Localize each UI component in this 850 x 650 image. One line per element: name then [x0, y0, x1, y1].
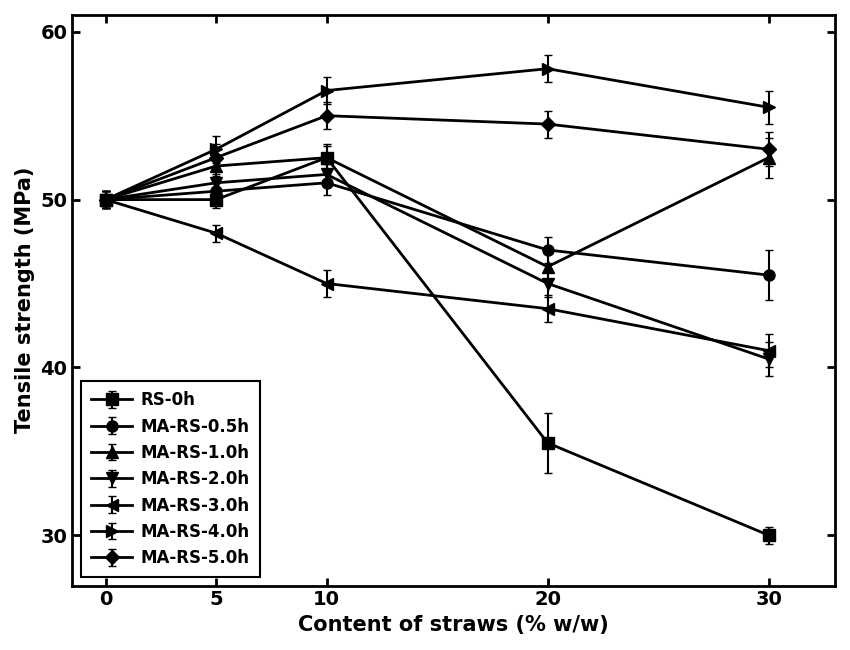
X-axis label: Content of straws (% w/w): Content of straws (% w/w) [298, 615, 609, 635]
Y-axis label: Tensile strength (MPa): Tensile strength (MPa) [15, 167, 35, 434]
Legend: RS-0h, MA-RS-0.5h, MA-RS-1.0h, MA-RS-2.0h, MA-RS-3.0h, MA-RS-4.0h, MA-RS-5.0h: RS-0h, MA-RS-0.5h, MA-RS-1.0h, MA-RS-2.0… [81, 382, 260, 577]
